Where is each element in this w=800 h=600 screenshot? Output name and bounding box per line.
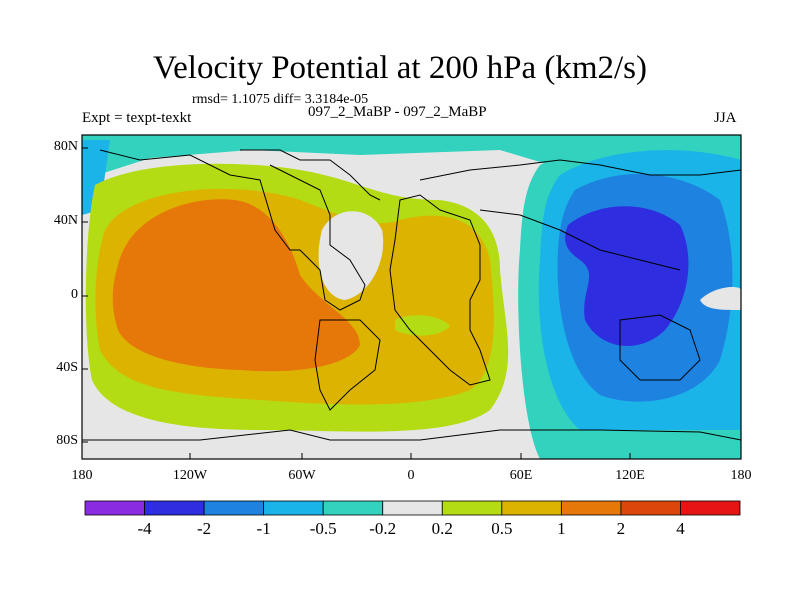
colorbar-swatch [322,500,384,516]
lon-label: 0 [407,468,415,483]
runs-label: 097_2_MaBP - 097_2_MaBP [308,104,487,120]
colorbar-swatch [203,500,265,516]
colorbar-swatch [382,500,443,516]
colorbar-label: 0.5 [491,519,513,538]
plot-title: Velocity Potential at 200 hPa (km2/s) [152,50,648,86]
colorbar-label: -1 [256,519,271,538]
colorbar-swatch [560,500,622,516]
colorbar-label: -0.2 [369,519,397,538]
lat-label: 40N [53,213,78,228]
colorbar-swatch [144,500,205,516]
axis-ticks [82,147,631,459]
lon-label: 120W [172,468,208,483]
colorbar-label: 1 [557,519,566,538]
colorbar-swatch [501,500,562,516]
colorbar-swatch [441,500,503,516]
lon-label: 180 [71,468,93,483]
colorbar-label: 2 [616,519,626,538]
coastlines [82,149,741,441]
colorbar-label: 4 [676,519,685,538]
colorbar-label: -4 [137,519,152,538]
lat-label: 40S [56,360,78,375]
experiment-label: Expt = texpt-texkt [82,110,192,126]
lat-label: 80S [56,433,78,448]
lon-label: 120E [615,468,645,483]
lon-label: 180 [730,468,752,483]
colorbar-label: -2 [196,519,212,538]
colorbar-swatch [84,500,145,516]
colorbar-label: -0.5 [309,519,337,538]
colorbar-swatch [263,500,324,516]
lat-label: 80N [53,139,78,154]
colorbar-swatch [620,500,681,516]
lon-label: 60E [509,468,533,483]
colorbar-label: 0.2 [431,519,453,538]
lon-label: 60W [288,468,316,483]
season-label: JJA [714,110,737,126]
colorbar [84,500,741,516]
contour-field [82,135,741,459]
colorbar-swatch [680,500,741,516]
lat-label: 0 [71,287,78,302]
stats-text: rmsd= 1.1075 diff= 3.3184e-05 [192,92,369,107]
